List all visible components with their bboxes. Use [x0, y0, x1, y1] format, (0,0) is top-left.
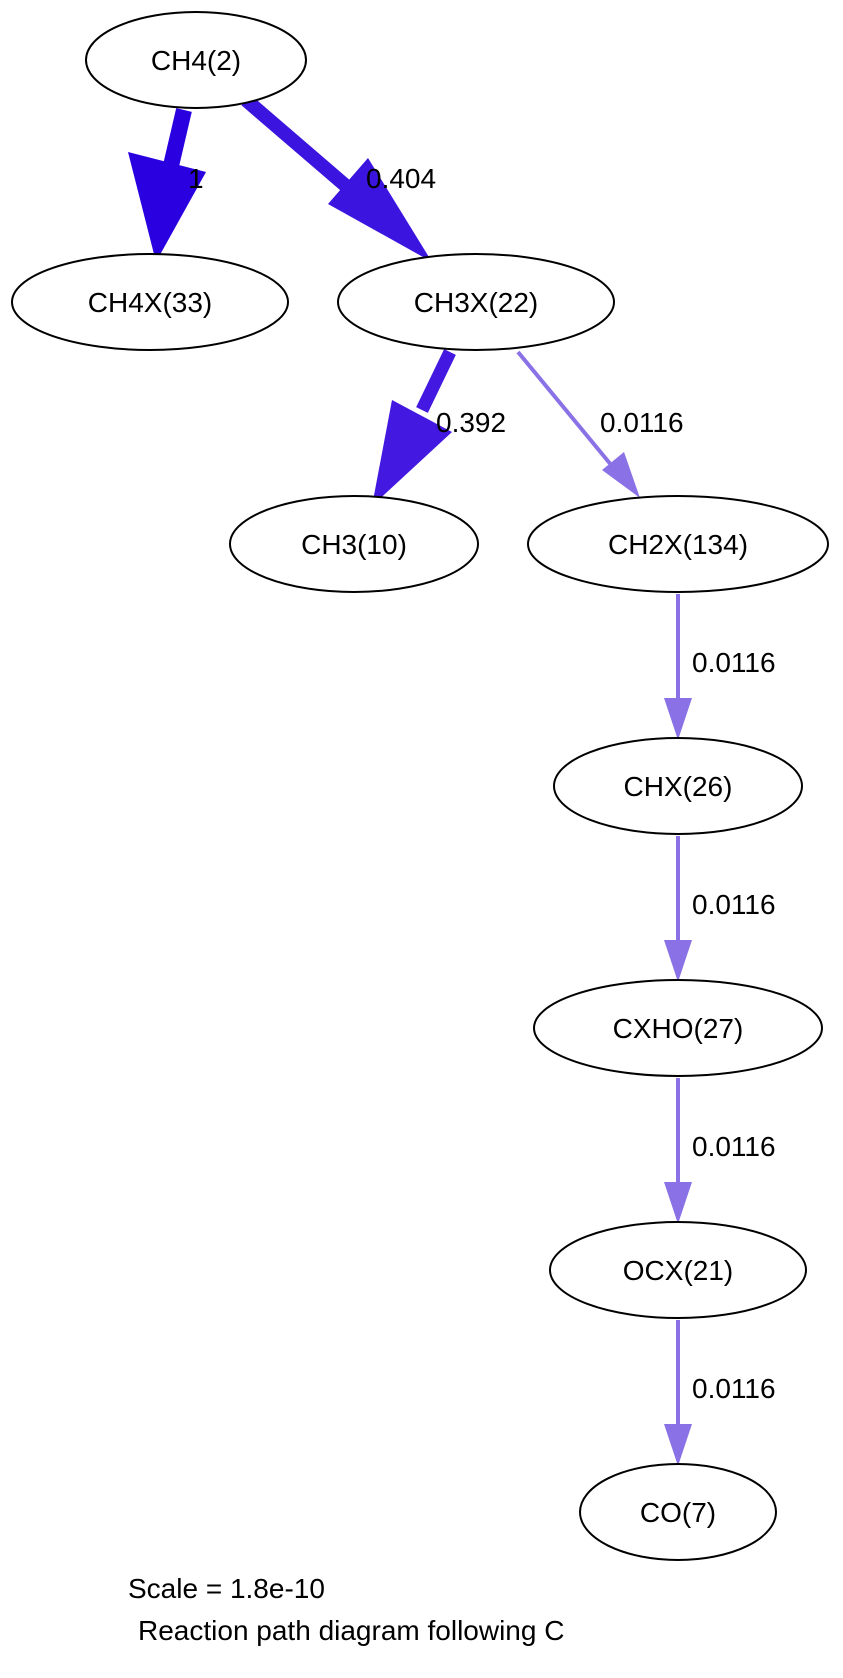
- node-chx: CHX(26): [553, 737, 803, 835]
- node-label: CH3(10): [301, 529, 407, 560]
- node-label: OCX(21): [623, 1255, 733, 1286]
- node-ch3x: CH3X(22): [337, 253, 615, 351]
- edge-label: 0.392: [436, 407, 506, 438]
- arrowhead-icon: [664, 1182, 692, 1224]
- node-ellipse: [85, 11, 307, 109]
- edge-line: [516, 350, 614, 468]
- node-label: CHX(26): [624, 771, 733, 802]
- node-ellipse: [549, 1221, 807, 1319]
- node-ellipse: [553, 737, 803, 835]
- edge-line: [241, 94, 351, 192]
- node-ellipse: [579, 1463, 777, 1561]
- edge-label: 0.0116: [600, 407, 684, 438]
- arrowhead-icon: [328, 158, 432, 262]
- edge-label: 0.0116: [692, 889, 776, 920]
- edge-ch2x-to-chx: 0.0116: [664, 594, 776, 740]
- edge-label: 1: [188, 163, 204, 194]
- edge-label: 0.404: [366, 163, 436, 194]
- edge-cxho-to-ocx: 0.0116: [664, 1078, 776, 1224]
- arrowhead-icon: [602, 452, 640, 498]
- edge-label: 0.0116: [692, 1373, 776, 1404]
- edge-ocx-to-co: 0.0116: [664, 1320, 776, 1466]
- node-ellipse: [229, 495, 479, 593]
- node-label: CO(7): [640, 1497, 716, 1528]
- edge-label: 0.0116: [692, 647, 776, 678]
- edge-ch4-to-ch4x: 1: [128, 108, 206, 262]
- node-ch2x: CH2X(134): [527, 495, 829, 593]
- node-ellipse: [337, 253, 615, 351]
- edge-line: [162, 108, 192, 172]
- node-label: CXHO(27): [613, 1013, 744, 1044]
- node-label: CH2X(134): [608, 529, 748, 560]
- node-label: CH4X(33): [88, 287, 212, 318]
- node-cxho: CXHO(27): [533, 979, 823, 1077]
- edge-ch3x-to-ch3: 0.392: [372, 349, 506, 506]
- diagram-subtitle: Reaction path diagram following C: [138, 1615, 564, 1646]
- edge-ch3x-to-ch2x: 0.0116: [516, 350, 684, 498]
- node-ellipse: [11, 253, 289, 351]
- node-ellipse: [527, 495, 829, 593]
- node-ch3: CH3(10): [229, 495, 479, 593]
- node-ocx: OCX(21): [549, 1221, 807, 1319]
- node-ch4: CH4(2): [85, 11, 307, 109]
- node-ch4x: CH4X(33): [11, 253, 289, 351]
- arrowhead-icon: [372, 400, 452, 506]
- node-label: CH3X(22): [414, 287, 538, 318]
- node-co: CO(7): [579, 1463, 777, 1561]
- scale-caption: Scale = 1.8e-10: [128, 1573, 325, 1604]
- arrowhead-icon: [664, 1424, 692, 1466]
- node-label: CH4(2): [151, 45, 241, 76]
- arrowhead-icon: [664, 940, 692, 982]
- edge-ch4-to-ch3x: 0.404: [241, 94, 436, 262]
- node-ellipse: [533, 979, 823, 1077]
- edge-line: [416, 349, 456, 413]
- edge-chx-to-cxho: 0.0116: [664, 836, 776, 982]
- edge-label: 0.0116: [692, 1131, 776, 1162]
- arrowhead-icon: [128, 152, 206, 262]
- arrowhead-icon: [664, 698, 692, 740]
